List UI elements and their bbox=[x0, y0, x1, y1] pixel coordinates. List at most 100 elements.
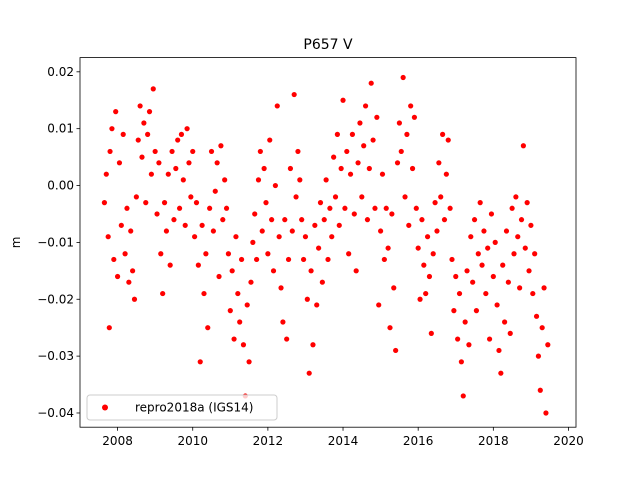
data-point bbox=[254, 256, 260, 263]
data-point bbox=[449, 256, 455, 263]
data-point bbox=[205, 325, 211, 331]
data-point bbox=[302, 234, 309, 240]
data-point bbox=[310, 342, 316, 348]
data-point bbox=[167, 262, 173, 268]
data-point bbox=[148, 171, 154, 177]
data-point bbox=[269, 217, 275, 223]
data-point bbox=[362, 103, 369, 109]
legend: repro2018a (IGS14) bbox=[86, 394, 278, 421]
data-point bbox=[483, 290, 489, 297]
data-point bbox=[537, 387, 543, 393]
data-point bbox=[513, 194, 519, 200]
data-point bbox=[511, 251, 517, 257]
data-point bbox=[411, 114, 418, 120]
data-point bbox=[486, 336, 493, 342]
x-tick-label: 2016 bbox=[403, 434, 434, 448]
data-point bbox=[479, 262, 485, 268]
plot-frame bbox=[79, 57, 577, 428]
x-tick-label: 2014 bbox=[328, 434, 359, 448]
data-point bbox=[533, 313, 540, 319]
data-point bbox=[105, 234, 111, 240]
data-point bbox=[263, 200, 269, 206]
data-point bbox=[274, 103, 280, 109]
data-point bbox=[456, 290, 463, 297]
data-point bbox=[379, 171, 386, 177]
data-point bbox=[376, 302, 382, 308]
data-point bbox=[308, 268, 314, 274]
data-point bbox=[111, 256, 117, 263]
data-point bbox=[406, 222, 412, 228]
data-point bbox=[259, 228, 265, 234]
data-point bbox=[383, 205, 389, 211]
data-point bbox=[146, 109, 153, 115]
data-point bbox=[417, 296, 423, 302]
data-point bbox=[284, 336, 290, 342]
data-point bbox=[282, 217, 288, 223]
data-point bbox=[398, 148, 404, 155]
data-point bbox=[419, 217, 425, 223]
data-point bbox=[312, 222, 318, 228]
data-point bbox=[278, 285, 284, 291]
x-tick-label: 2012 bbox=[253, 434, 284, 448]
data-point bbox=[225, 251, 232, 257]
data-point bbox=[351, 211, 357, 217]
data-point bbox=[515, 234, 521, 240]
data-point bbox=[107, 148, 113, 155]
data-point bbox=[237, 319, 243, 325]
data-point bbox=[190, 148, 196, 155]
data-point bbox=[494, 302, 500, 308]
data-point bbox=[393, 347, 399, 354]
data-point bbox=[436, 160, 442, 166]
data-point bbox=[314, 302, 320, 308]
data-point bbox=[223, 205, 230, 211]
data-point bbox=[473, 308, 480, 314]
data-point bbox=[528, 222, 534, 228]
data-point bbox=[250, 239, 256, 245]
data-point bbox=[338, 165, 344, 172]
data-point bbox=[145, 131, 151, 137]
data-point bbox=[276, 234, 282, 240]
data-point bbox=[291, 91, 297, 98]
data-point bbox=[257, 148, 263, 155]
data-point bbox=[475, 251, 481, 257]
data-point bbox=[496, 347, 502, 354]
data-point bbox=[101, 200, 108, 206]
data-point bbox=[385, 245, 391, 251]
data-point bbox=[214, 160, 220, 166]
data-point bbox=[109, 126, 115, 132]
legend-label: repro2018a (IGS14) bbox=[135, 401, 253, 415]
data-point bbox=[199, 222, 205, 228]
data-point bbox=[481, 228, 487, 234]
data-point bbox=[477, 200, 483, 206]
data-point bbox=[113, 109, 119, 115]
data-point bbox=[186, 160, 192, 166]
data-point bbox=[428, 330, 434, 336]
data-point bbox=[158, 251, 164, 257]
data-point bbox=[317, 200, 324, 206]
data-point bbox=[297, 177, 303, 183]
data-point bbox=[361, 143, 367, 149]
data-point bbox=[135, 137, 141, 143]
data-point bbox=[364, 217, 371, 223]
data-point bbox=[218, 143, 224, 149]
data-point bbox=[203, 251, 209, 257]
data-point bbox=[520, 143, 526, 149]
data-point bbox=[141, 120, 147, 126]
data-point bbox=[287, 165, 294, 172]
y-tick-label: 0.00 bbox=[47, 179, 74, 193]
data-point bbox=[235, 290, 241, 297]
data-point bbox=[443, 171, 449, 177]
data-point bbox=[415, 245, 421, 251]
data-point bbox=[543, 410, 549, 416]
data-point bbox=[471, 217, 478, 223]
data-point bbox=[396, 120, 402, 126]
data-point bbox=[270, 268, 277, 274]
data-point bbox=[289, 228, 295, 234]
data-point bbox=[122, 251, 128, 257]
data-point bbox=[280, 319, 286, 325]
data-point bbox=[492, 239, 498, 245]
data-point bbox=[387, 325, 393, 331]
data-point bbox=[359, 194, 365, 200]
data-point bbox=[466, 342, 472, 348]
data-point bbox=[372, 205, 378, 211]
